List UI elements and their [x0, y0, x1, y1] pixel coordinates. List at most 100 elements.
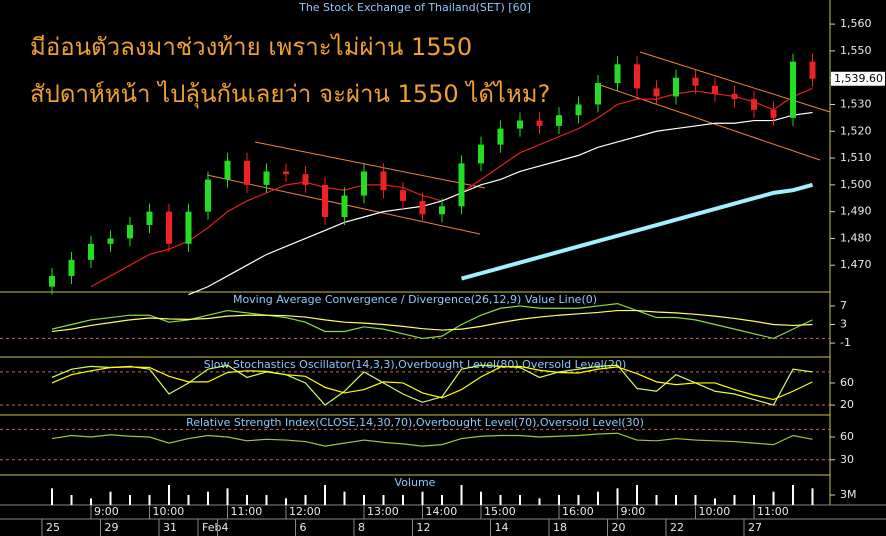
volume-bar	[363, 495, 365, 505]
y-tick-label: 1,520	[840, 124, 872, 137]
candle-body	[809, 61, 816, 79]
x-tick-label: 10:00	[699, 505, 731, 518]
panel-title: Relative Strength Index(CLOSE,14,30,70),…	[186, 416, 644, 429]
candle-body	[185, 211, 192, 244]
candle-body	[439, 206, 445, 215]
y-tick-label: 7	[840, 299, 847, 312]
candle-body	[88, 243, 94, 260]
volume-bar	[519, 495, 521, 505]
x-tick-label: 14:00	[426, 505, 458, 518]
volume-bar	[675, 495, 677, 505]
volume-bar	[51, 488, 53, 505]
candle-body	[556, 115, 562, 126]
annotation: มีอ่อนตัวลงมาช่วงท้าย เพราะไม่ผ่าน 1550	[30, 33, 472, 61]
volume-bar	[90, 498, 92, 505]
y-tick-label: 1,510	[840, 151, 872, 164]
candle-body	[575, 104, 582, 116]
candle-body	[224, 160, 231, 180]
volume-bar	[168, 485, 170, 505]
candle-body	[400, 190, 406, 201]
volume-bar	[460, 485, 463, 505]
x-tick-label: 12:00	[289, 505, 321, 518]
candle-body	[244, 160, 250, 185]
volume-bar	[226, 488, 229, 505]
volume-bar	[382, 495, 385, 505]
line-series	[51, 432, 813, 447]
candle-body	[517, 120, 523, 129]
panel-title: Moving Average Convergence / Divergence(…	[233, 293, 597, 306]
candle-body	[536, 120, 543, 126]
volume-bar	[480, 491, 482, 505]
volume-bar	[265, 495, 268, 505]
candle-body	[751, 99, 757, 110]
y-tick-label: 3M	[840, 488, 857, 501]
candle-body	[380, 171, 387, 191]
volume-bar	[109, 491, 112, 505]
x-tick-label: 16:00	[562, 505, 594, 518]
candle-body	[790, 61, 796, 118]
volume-bar	[811, 488, 814, 505]
date-label: 8	[358, 521, 365, 534]
volume-bar	[324, 485, 326, 505]
volume-bar	[499, 495, 502, 505]
y-tick-label: 20	[840, 398, 854, 411]
y-tick-label: 3	[840, 318, 847, 331]
date-label: 4	[222, 521, 229, 534]
date-label: Feb	[202, 521, 221, 534]
volume-bar	[792, 485, 794, 505]
candle-body	[419, 200, 426, 215]
line-series	[51, 309, 813, 333]
candle-body	[614, 64, 621, 84]
candle-body	[770, 109, 777, 118]
volume-bar	[285, 498, 287, 505]
candle-body	[341, 195, 348, 217]
volume-bar	[441, 495, 443, 505]
x-tick-label: 11:00	[231, 505, 263, 518]
y-tick-label: 60	[840, 376, 854, 389]
volume-bar	[714, 498, 716, 505]
y-tick-label: 1,470	[840, 258, 872, 271]
candle-body	[361, 171, 367, 196]
candle-body	[166, 211, 172, 244]
trend-line	[599, 84, 821, 161]
candle-body	[595, 83, 601, 105]
candle-body	[205, 179, 211, 212]
candle-body	[49, 275, 55, 287]
date-label: 25	[46, 521, 60, 534]
candle-body	[263, 171, 270, 185]
date-label: 12	[417, 521, 431, 534]
volume-bar	[402, 495, 404, 505]
candle-body	[322, 184, 328, 217]
x-tick-label: 13:00	[367, 505, 399, 518]
date-label: 29	[105, 521, 119, 534]
volume-bar	[753, 495, 755, 505]
annotation: สัปดาห์หน้า ไปลุ้นกันเลยว่า จะผ่าน 1550 …	[30, 80, 550, 109]
date-label: 27	[748, 521, 762, 534]
chart-title: The Stock Exchange of Thailand(SET) [60]	[298, 1, 531, 14]
candle-body	[692, 77, 699, 86]
volume-bar	[733, 495, 736, 505]
x-tick-label: 11:00	[757, 505, 789, 518]
candle-body	[68, 259, 75, 276]
volume-bar	[187, 495, 190, 505]
candle-body	[653, 88, 660, 97]
candle-body	[302, 174, 309, 185]
x-tick-label: 15:00	[484, 505, 516, 518]
date-label: 6	[300, 521, 307, 534]
candle-body	[107, 238, 114, 244]
line-series	[51, 302, 813, 340]
candle-body	[712, 85, 718, 94]
candle-body	[283, 171, 289, 175]
line-series	[188, 111, 813, 296]
y-tick-label: 60	[840, 430, 854, 443]
volume-bar	[207, 491, 209, 505]
y-tick-label: 1,490	[840, 205, 872, 218]
volume-bar	[129, 495, 131, 505]
candle-body	[731, 93, 738, 100]
volume-bar	[148, 495, 151, 505]
x-tick-label: 10:00	[153, 505, 185, 518]
volume-bar	[694, 495, 697, 505]
y-tick-label: -1	[840, 336, 851, 349]
date-label: 20	[612, 521, 626, 534]
